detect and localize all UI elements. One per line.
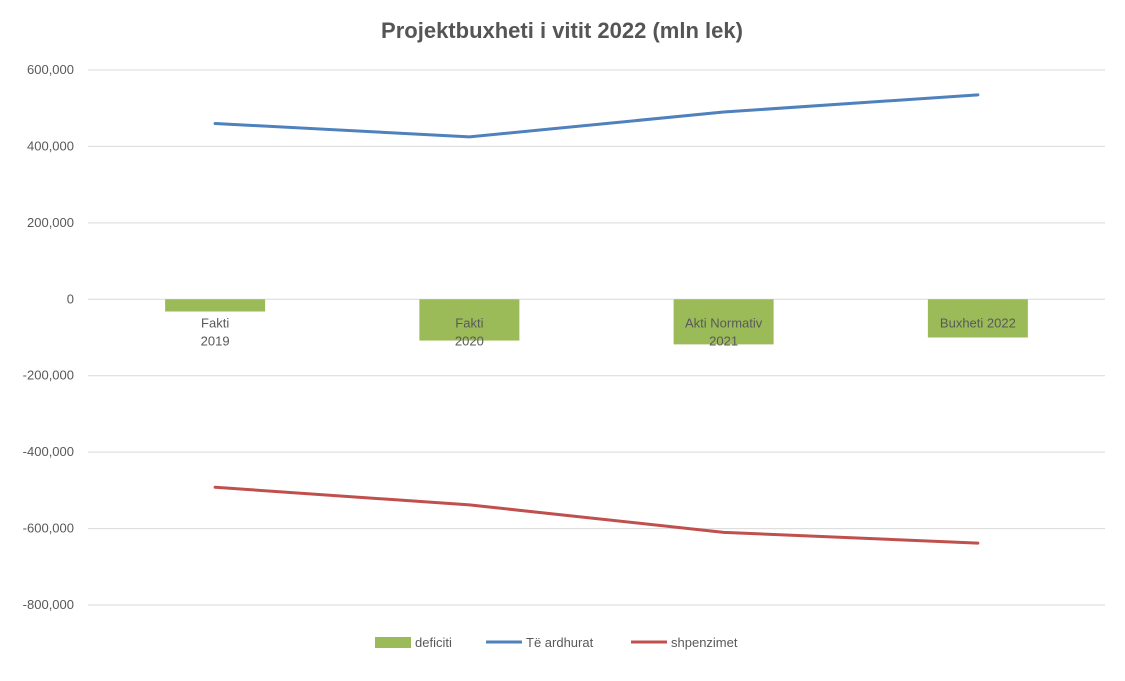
category-label: Fakti 2019: [201, 315, 230, 348]
y-axis-tick-labels: 600,000 400,000 200,000 0 -200,000 -400,000 -6…: [23, 62, 74, 612]
deficiti-bars: [165, 299, 1028, 345]
category-label: Fakti 2020: [455, 315, 484, 348]
bar-deficiti: [927, 299, 1028, 338]
y-tick-label: 200,000: [27, 215, 74, 230]
line-te-ardhurat: [213, 93, 980, 139]
category-label-line: Fakti: [201, 315, 229, 330]
category-label-line: Fakti: [455, 315, 483, 330]
category-label-line: 2020: [455, 333, 484, 348]
y-tick-label: 400,000: [27, 138, 74, 153]
legend-label: Të ardhurat: [526, 635, 594, 650]
y-tick-label: -200,000: [23, 368, 74, 383]
legend-swatch-bar: [375, 637, 411, 648]
category-label-line: 2021: [709, 333, 738, 348]
category-label: Buxheti 2022: [940, 315, 1016, 330]
bar-deficiti: [419, 299, 520, 341]
category-label: Akti Normativ 2021: [685, 315, 763, 348]
bar-deficiti: [165, 299, 266, 312]
y-tick-label: 600,000: [27, 62, 74, 77]
category-label-line: 2019: [201, 333, 230, 348]
line-series: [213, 93, 980, 545]
category-labels: Fakti 2019 Fakti 2020 Akti Normativ 2021 Buxhe…: [201, 315, 1016, 348]
category-label-line: Buxheti 2022: [940, 315, 1016, 330]
legend-label: shpenzimet: [671, 635, 738, 650]
y-tick-label: -400,000: [23, 444, 74, 459]
legend: deficiti Të ardhurat shpenzimet: [375, 635, 738, 650]
y-tick-label: 0: [67, 291, 74, 306]
line-shpenzimet: [213, 485, 980, 545]
chart-title: Projektbuxheti i vitit 2022 (mln lek): [381, 18, 743, 43]
category-label-line: Akti Normativ: [685, 315, 763, 330]
y-tick-label: -800,000: [23, 597, 74, 612]
legend-label: deficiti: [415, 635, 452, 650]
y-tick-label: -600,000: [23, 521, 74, 536]
bar-deficiti: [673, 299, 774, 345]
